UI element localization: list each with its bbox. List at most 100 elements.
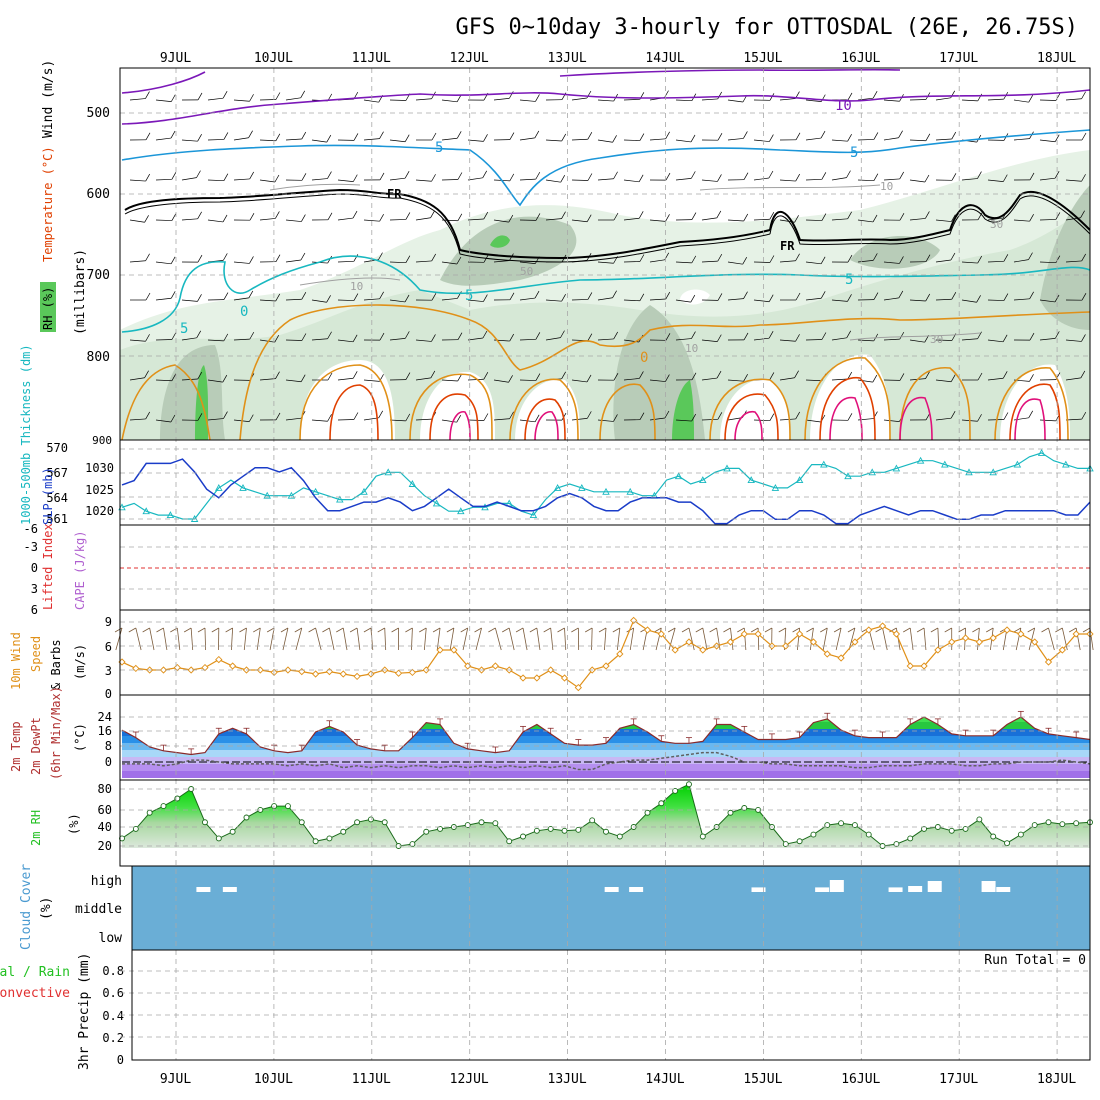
li-tick: 6 (31, 603, 38, 617)
rh-marker (132, 825, 139, 832)
upper-wind-barb (155, 137, 172, 141)
contour-label: 50 (520, 265, 533, 278)
upper-wind-barb-flag (404, 294, 410, 303)
upper-wind-barb (285, 138, 302, 141)
cloud-high-bar (927, 881, 942, 892)
upper-wind-barb-flag (768, 170, 774, 179)
li-tick: 3 (31, 582, 38, 596)
wind-barb (835, 627, 842, 651)
thickness-marker (626, 487, 634, 495)
upper-wind-barb (649, 298, 666, 301)
wind-barb-flag (294, 627, 302, 633)
ylabel-2m-dewpt: 2m DewPt (29, 717, 43, 775)
wind-speed-marker (574, 683, 582, 692)
upper-wind-barb (779, 339, 796, 342)
upper-wind-barb-flag (690, 171, 696, 179)
upper-wind-barb (727, 138, 744, 141)
upper-wind-barb (337, 260, 354, 263)
thickness-line (121, 452, 1090, 520)
upper-wind-barb-flag (170, 291, 176, 299)
thickness-marker (311, 487, 320, 495)
upper-wind-barb (857, 260, 874, 263)
upper-wind-barb-flag (1081, 334, 1086, 342)
chart-title: GFS 0~10day 3-hourly for OTTOSDAL (26E, … (455, 15, 1078, 40)
rh-marker (990, 833, 997, 840)
contour-label: 10 (350, 280, 363, 293)
upper-wind-barb-flag (613, 373, 619, 381)
thickness-marker (360, 487, 368, 495)
thickness-marker (384, 468, 392, 476)
upper-wind-barb-flag (951, 131, 957, 140)
upper-wind-barb-flag (846, 170, 851, 178)
cloud-high-bar (629, 887, 644, 892)
wind-speed-marker (1044, 658, 1053, 666)
upper-wind-barb-flag (457, 213, 463, 221)
upper-wind-barb-flag (717, 412, 723, 420)
upper-wind-barb-flag (820, 291, 826, 299)
wind-barb-flag (1027, 627, 1035, 633)
wind-barb-flag (377, 627, 385, 633)
upper-wind-barb (519, 178, 536, 181)
upper-wind-barb (337, 179, 354, 182)
upper-wind-barb-flag (223, 333, 229, 342)
upper-wind-barb (701, 418, 718, 421)
upper-wind-barb-flag (249, 94, 254, 102)
wind-barb-flag (1068, 627, 1077, 633)
upper-wind-barb (311, 139, 327, 143)
upper-wind-barb-flag (431, 132, 437, 141)
upper-wind-barb-flag (768, 294, 774, 302)
upper-wind-barb (155, 297, 172, 301)
thickness-marker (602, 487, 610, 495)
thickness-marker (795, 476, 804, 484)
upper-wind-barb-flag (301, 173, 307, 181)
upper-wind-barb-flag (197, 371, 203, 380)
top-day-label: 14JUL (645, 51, 684, 66)
wind-speed-marker (975, 638, 984, 646)
wind-barb (295, 627, 303, 651)
upper-wind-barb (779, 260, 796, 263)
upper-wind-barb (1065, 98, 1082, 101)
contour-label: 5 (465, 288, 473, 304)
upper-wind-barb (389, 338, 406, 341)
upper-wind-barb-flag (222, 374, 228, 383)
upper-wind-barb-flag (457, 332, 463, 340)
upper-wind-barb (1065, 179, 1082, 182)
bottom-day-label: 17JUL (939, 1072, 978, 1087)
thickness-marker (457, 507, 465, 515)
wind-barb-flag (211, 627, 219, 633)
upper-wind-barb-flag (378, 410, 384, 418)
upper-wind-barb (805, 137, 822, 141)
ylabel-millibars: (millibars) (73, 249, 88, 335)
wind-barb-flag (225, 627, 233, 633)
rh-marker (533, 827, 540, 834)
wind-barb-flag (474, 627, 482, 633)
upper-wind-barb (363, 298, 380, 301)
wind-barb-flag (903, 627, 911, 633)
wind-speed-marker (989, 634, 997, 642)
upper-wind-barb (857, 379, 873, 383)
upper-wind-barb-flag (197, 254, 203, 263)
upper-wind-barb-flag (222, 253, 228, 261)
upper-wind-barb (987, 339, 1004, 343)
upper-wind-barb (883, 419, 900, 422)
upper-wind-barb (831, 299, 848, 302)
wind-barb-flag (847, 627, 856, 633)
upper-wind-barb-flag (665, 172, 671, 181)
upper-wind-barb (1013, 99, 1029, 103)
upper-wind-barb (129, 339, 146, 342)
upper-wind-barb (831, 139, 848, 142)
rh-marker (284, 803, 291, 810)
upper-wind-barb-flag (612, 290, 617, 298)
upper-wind-barb-flag (769, 134, 774, 142)
upper-wind-barb-flag (1080, 370, 1086, 379)
upper-wind-barb-flag (171, 172, 177, 180)
ylabel-convective: Convective (0, 986, 70, 1001)
rh-marker (312, 838, 319, 845)
upper-wind-barb-flag (1081, 293, 1087, 301)
ylabel-cloud-unit: (%) (39, 897, 54, 920)
upper-wind-barb-flag (301, 214, 306, 222)
upper-wind-barb-flag (353, 254, 359, 262)
upper-wind-barb-flag (613, 414, 618, 422)
upper-wind-barb-flag (456, 94, 462, 102)
upper-wind-barb-flag (1028, 410, 1034, 418)
